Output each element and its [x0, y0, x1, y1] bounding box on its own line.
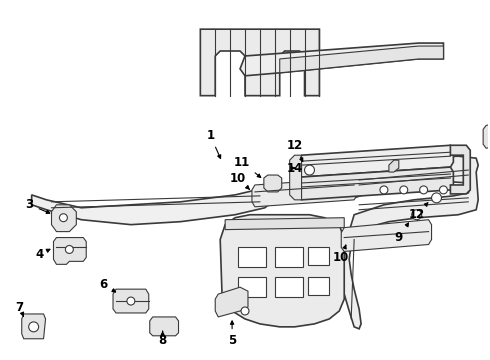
- Polygon shape: [240, 43, 443, 76]
- Polygon shape: [32, 188, 275, 225]
- Polygon shape: [51, 205, 76, 231]
- Polygon shape: [339, 231, 361, 329]
- Text: 9: 9: [394, 223, 409, 244]
- Circle shape: [59, 214, 68, 222]
- Polygon shape: [483, 118, 490, 148]
- Polygon shape: [225, 218, 344, 230]
- Circle shape: [29, 322, 39, 332]
- Polygon shape: [200, 29, 319, 96]
- Bar: [238, 247, 266, 267]
- Polygon shape: [264, 175, 282, 192]
- Text: 8: 8: [159, 332, 167, 347]
- Text: 3: 3: [25, 198, 50, 213]
- Polygon shape: [298, 167, 453, 200]
- Polygon shape: [389, 160, 399, 172]
- Circle shape: [380, 186, 388, 194]
- Polygon shape: [215, 287, 248, 317]
- Bar: [308, 277, 329, 295]
- Text: 11: 11: [234, 156, 261, 177]
- Circle shape: [241, 307, 249, 315]
- Text: 7: 7: [16, 301, 24, 316]
- Text: 6: 6: [99, 278, 116, 292]
- Text: 1: 1: [206, 129, 220, 158]
- Polygon shape: [341, 220, 432, 251]
- Bar: [308, 247, 329, 265]
- Text: 12: 12: [287, 139, 303, 162]
- Circle shape: [127, 297, 135, 305]
- Text: 4: 4: [35, 248, 50, 261]
- Text: 12: 12: [409, 203, 428, 221]
- Polygon shape: [22, 314, 46, 339]
- Polygon shape: [450, 145, 470, 194]
- Polygon shape: [53, 238, 86, 264]
- Polygon shape: [113, 289, 149, 313]
- Text: 10: 10: [333, 245, 349, 264]
- Polygon shape: [220, 215, 344, 327]
- Polygon shape: [298, 145, 453, 177]
- Polygon shape: [280, 46, 443, 73]
- Circle shape: [65, 246, 74, 253]
- Text: 5: 5: [228, 321, 236, 347]
- Text: 14: 14: [287, 162, 303, 175]
- Circle shape: [419, 186, 428, 194]
- Text: 10: 10: [230, 171, 249, 189]
- Circle shape: [440, 186, 447, 194]
- Polygon shape: [252, 178, 357, 207]
- Circle shape: [305, 165, 315, 175]
- Polygon shape: [349, 156, 478, 235]
- Circle shape: [432, 193, 441, 203]
- Polygon shape: [150, 317, 178, 336]
- Bar: [238, 277, 266, 297]
- Polygon shape: [290, 155, 301, 200]
- Bar: [275, 247, 302, 267]
- Bar: [275, 277, 302, 297]
- Circle shape: [412, 210, 421, 220]
- Circle shape: [400, 186, 408, 194]
